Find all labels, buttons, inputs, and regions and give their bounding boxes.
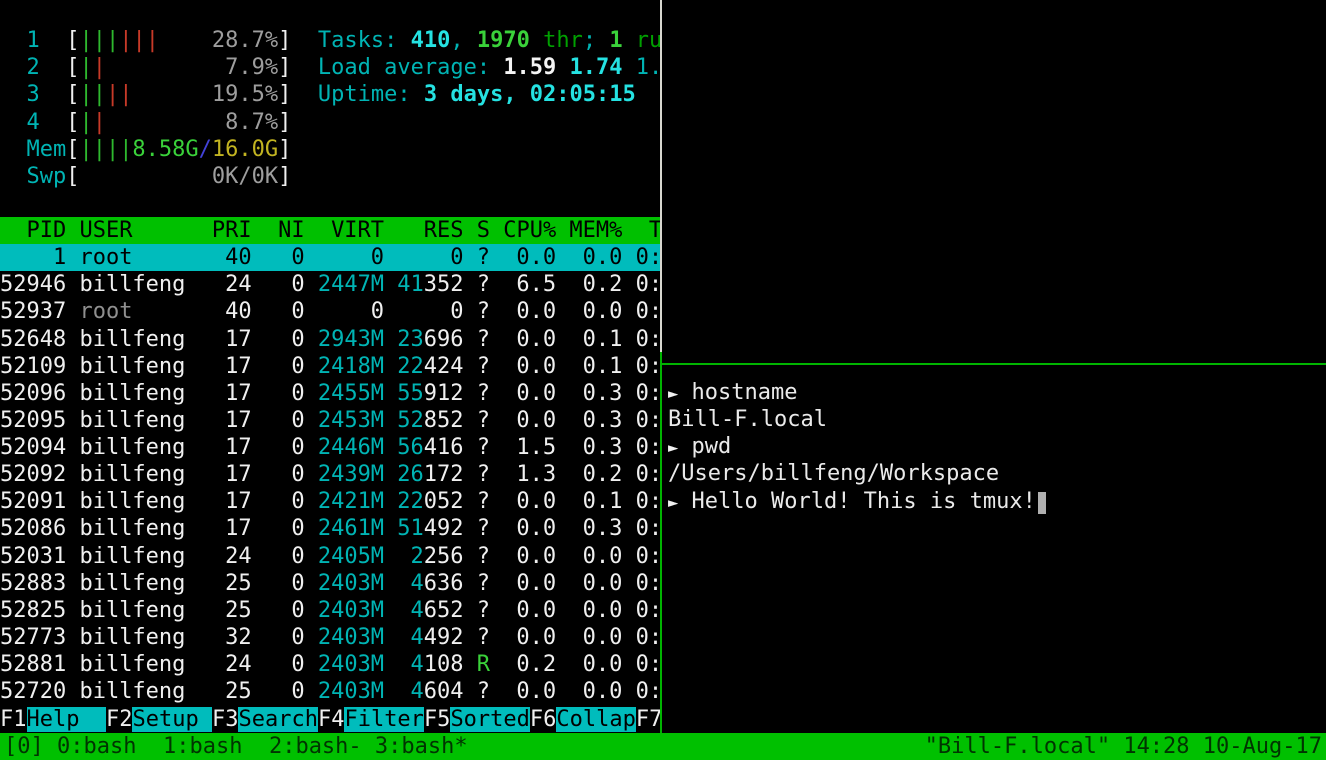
tmux-window-2[interactable]: 2:bash- bbox=[268, 733, 362, 759]
process-row[interactable]: 52095 billfeng 17 0 2453M 52852? 0.0 0.3 0: bbox=[0, 407, 661, 433]
column-header[interactable]: PRI bbox=[211, 218, 252, 244]
process-row[interactable]: 52094 billfeng 17 0 2446M 56416? 1.5 0.3 0: bbox=[0, 435, 661, 461]
process-row[interactable]: 52031 billfeng 24 0 2405M 2256? 0.0 0.0 0: bbox=[0, 543, 661, 569]
process-row[interactable]: 52720 billfeng 25 0 2403M 4604? 0.0 0.0 0: bbox=[0, 679, 661, 705]
process-row[interactable]: 1 root 40 0 0 0? 0.0 0.0 0: bbox=[0, 244, 661, 272]
fkey-f3[interactable]: F3Search bbox=[211, 706, 318, 732]
terminal-cursor bbox=[1037, 491, 1047, 514]
process-row[interactable]: 52946 billfeng 24 0 2447M 41352? 6.5 0.2 0: bbox=[0, 272, 661, 298]
htop-info-line: Uptime: 3 days, 02:05:15 bbox=[317, 82, 636, 108]
column-header[interactable]: S bbox=[476, 218, 490, 244]
shell-output-line: Bill-F.local bbox=[668, 407, 827, 433]
htop-meters: 1[|||||| 28.7%] 2[|| 7.9%] 3[|||| 19.5%] 4[|| 8… bbox=[0, 27, 291, 190]
meter-swp: Swp[0K/0K] bbox=[26, 163, 292, 189]
shell-pane[interactable]: ► hostname Bill-F.local ► pwd/Users/billfe… bbox=[663, 366, 1326, 733]
process-row[interactable]: 52091 billfeng 17 0 2421M 22052? 0.0 0.1 0: bbox=[0, 489, 661, 515]
htop-pane: 1[|||||| 28.7%] 2[|| 7.9%] 3[|||| 19.5%] 4[|| 8… bbox=[0, 0, 661, 733]
process-row[interactable]: 52883 billfeng 25 0 2403M 4636? 0.0 0.0 0: bbox=[0, 570, 661, 596]
prompt-arrow-icon: ► bbox=[668, 384, 679, 404]
fkey-f2[interactable]: F2Setup bbox=[105, 706, 212, 732]
process-row[interactable]: 52937 root 40 0 0 0? 0.0 0.0 0: bbox=[0, 299, 661, 325]
process-row[interactable]: 52109 billfeng 17 0 2418M 22424? 0.0 0.1 0: bbox=[0, 353, 661, 379]
shell-command-line: ► pwd bbox=[668, 434, 732, 460]
clock-pane bbox=[663, 0, 1326, 364]
column-header[interactable]: USER bbox=[79, 218, 133, 244]
htop-info-lines: Tasks: 410, 1970 thr; 1 ru Load average: … bbox=[318, 27, 661, 108]
tmux-status-bar: [0] 0:bash 1:bash 2:bash- 3:bash* "Bill-… bbox=[0, 732, 1326, 760]
column-header[interactable]: CPU% bbox=[503, 218, 557, 244]
prompt-arrow-icon: ► bbox=[668, 438, 679, 459]
fkey-f1[interactable]: F1Help bbox=[0, 706, 106, 732]
column-header[interactable]: RES bbox=[423, 218, 464, 244]
htop-info-line: Load average: 1.59 1.74 1. bbox=[317, 55, 661, 81]
meter-2: 2[|| 7.9%] bbox=[26, 55, 292, 81]
fkey-f4[interactable]: F4Filter bbox=[317, 706, 424, 732]
tmux-window-0[interactable]: 0:bash bbox=[56, 733, 137, 759]
tmux-window-list: [0] 0:bash 1:bash 2:bash- 3:bash* bbox=[4, 733, 468, 759]
pane-border-vertical-active[interactable] bbox=[660, 352, 662, 733]
process-row[interactable]: 52773 billfeng 32 0 2403M 4492? 0.0 0.0 0: bbox=[0, 624, 661, 650]
process-row[interactable]: 52648 billfeng 17 0 2943M 23696? 0.0 0.1 0: bbox=[0, 326, 661, 352]
table-header[interactable]: PID USER PRI NI VIRT RES S CPU% MEM% T bbox=[0, 217, 661, 245]
process-row[interactable]: 52825 billfeng 25 0 2403M 4652? 0.0 0.0 0: bbox=[0, 597, 661, 623]
shell-command-line: ► hostname bbox=[668, 380, 798, 405]
shell-command-line: ► Hello World! This is tmux! bbox=[668, 488, 1047, 515]
meter-3: 3[|||| 19.5%] bbox=[26, 82, 292, 108]
meter-4: 4[|| 8.7%] bbox=[26, 109, 292, 135]
shell-output: ► hostname Bill-F.local ► pwd/Users/billfe… bbox=[668, 379, 1047, 515]
column-header[interactable]: MEM% bbox=[569, 218, 623, 244]
tmux-window-3[interactable]: 3:bash* bbox=[374, 733, 468, 759]
tmux-window-1[interactable]: 1:bash bbox=[162, 733, 243, 759]
column-header[interactable]: VIRT bbox=[331, 218, 385, 244]
meter-mem: Mem[|||| 8.58G/16.0G] bbox=[26, 136, 292, 162]
process-row[interactable]: 52086 billfeng 17 0 2461M 51492? 0.0 0.3 0: bbox=[0, 516, 661, 542]
tmux-status-right: "Bill-F.local" 14:28 10-Aug-17 bbox=[924, 733, 1322, 759]
column-header[interactable]: PID bbox=[26, 218, 67, 244]
htop-function-key-bar: F1Help F2Setup F3SearchF4FilterF5SortedF… bbox=[0, 706, 661, 733]
fkey-f7[interactable]: F7N bbox=[636, 707, 661, 732]
htop-process-table: PID USER PRI NI VIRT RES S CPU% MEM% T 1 root 40 0 0 0?… bbox=[0, 217, 661, 705]
fkey-f5[interactable]: F5Sorted bbox=[423, 706, 530, 732]
column-header[interactable]: T bbox=[648, 218, 661, 244]
pane-border-vertical[interactable] bbox=[660, 0, 662, 352]
process-row[interactable]: 52092 billfeng 17 0 2439M 26172? 1.3 0.2 0: bbox=[0, 462, 661, 488]
meter-1: 1[|||||| 28.7%] bbox=[26, 28, 292, 54]
prompt-arrow-icon: ► bbox=[668, 492, 679, 513]
column-header[interactable]: NI bbox=[278, 218, 305, 244]
pane-border-horizontal-active[interactable] bbox=[662, 363, 1326, 365]
shell-output-line: /Users/billfeng/Workspace bbox=[668, 461, 1000, 487]
process-row[interactable]: 52096 billfeng 17 0 2455M 55912? 0.0 0.3 0: bbox=[0, 380, 661, 406]
fkey-f6[interactable]: F6Collap bbox=[529, 706, 636, 732]
htop-info-line: Tasks: 410, 1970 thr; 1 ru bbox=[317, 28, 661, 54]
process-row[interactable]: 52881 billfeng 24 0 2403M 4108 R 0.2 0.0 0: bbox=[0, 652, 661, 678]
